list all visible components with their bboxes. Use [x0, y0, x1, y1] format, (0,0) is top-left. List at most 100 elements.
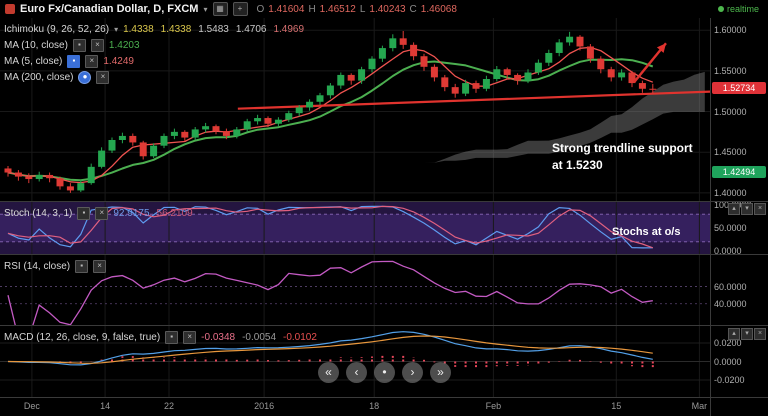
price-tick-label: 0.0000 — [714, 356, 742, 367]
settings-icon[interactable]: ▪ — [67, 54, 81, 68]
time-axis[interactable]: Dec 14 22 2016 18 Feb 15 Mar — [0, 398, 710, 416]
close-icon[interactable]: × — [93, 259, 107, 273]
close-icon[interactable]: × — [183, 330, 197, 344]
step-backward-button[interactable]: ‹ — [346, 362, 367, 383]
visibility-icon[interactable]: ● — [78, 70, 92, 84]
panel-close-button[interactable]: × — [754, 328, 766, 340]
stoch-chart-canvas[interactable] — [0, 202, 710, 254]
price-tick-label: 1.60000 — [714, 25, 747, 36]
ma5-value: 1.4249 — [103, 55, 134, 67]
legend-macd[interactable]: MACD (12, 26, close, 9, false, true) ▪ ×… — [4, 329, 324, 345]
panel-divider[interactable] — [0, 254, 768, 255]
macd-chart-canvas[interactable] — [0, 326, 710, 397]
ichimoku-value: 1.4338 — [123, 23, 154, 35]
time-tick-label: Feb — [485, 401, 502, 411]
panel-divider[interactable] — [0, 201, 768, 202]
ma10-value: 1.4203 — [108, 39, 140, 51]
ichimoku-value: 1.4338 — [160, 23, 192, 35]
time-tick-label: Dec — [23, 401, 40, 411]
stoch-label: Stoch (14, 3, 1) — [4, 207, 73, 219]
close-icon[interactable]: × — [85, 54, 99, 68]
panel-close-button[interactable]: × — [754, 203, 766, 215]
fast-forward-button[interactable]: » — [430, 362, 451, 383]
time-tick-label: 18 — [369, 401, 380, 411]
settings-icon[interactable]: ▪ — [72, 38, 86, 52]
stoch-value: 92.9175 — [113, 207, 150, 219]
annotation-line2: at 1.5230 — [552, 157, 603, 172]
stoch-value: 56.2109 — [156, 207, 193, 219]
trendline-annotation: Strong trendline support at 1.5230 — [552, 140, 693, 174]
main-legend: Ichimoku (9, 26, 52, 26) ▾ 1.4338 1.4338 1… — [4, 21, 311, 85]
close-icon[interactable]: × — [95, 206, 109, 220]
panel-move-down-button[interactable]: ▾ — [741, 203, 753, 215]
price-axis[interactable]: ▴ ▾ × ▴ ▾ × 1.60000 1.55000 1.50000 1.45000… — [710, 0, 768, 416]
legend-stoch[interactable]: Stoch (14, 3, 1) ▪ × 92.9175 56.2109 — [4, 205, 200, 221]
rsi-legend: RSI (14, close) ▪ × — [4, 258, 107, 274]
high-label: H — [308, 3, 316, 15]
price-tick-label: 1.45000 — [714, 147, 747, 158]
stoch-legend: Stoch (14, 3, 1) ▪ × 92.9175 56.2109 — [4, 205, 200, 221]
ichimoku-value: 1.4706 — [235, 23, 267, 35]
ma5-label: MA (5, close) — [4, 55, 63, 67]
ichimoku-value: 1.4969 — [273, 23, 305, 35]
price-tick-label: -0.0200 — [714, 375, 745, 386]
rsi-label: RSI (14, close) — [4, 260, 71, 272]
rsi-chart-canvas[interactable] — [0, 255, 710, 325]
ichimoku-label: Ichimoku (9, 26, 52, 26) — [4, 23, 110, 35]
main-chart-panel: Ichimoku (9, 26, 52, 26) ▾ 1.4338 1.4338 1… — [0, 18, 710, 201]
settings-icon[interactable]: ▪ — [77, 206, 91, 220]
legend-rsi[interactable]: RSI (14, close) ▪ × — [4, 258, 107, 274]
topbar: Euro Fx/Canadian Dollar, D, FXCM ▾ ▦ + O… — [0, 0, 768, 18]
price-tick-label: 0.0200 — [714, 337, 742, 348]
stoch-panel: Stoch (14, 3, 1) ▪ × 92.9175 56.2109 Stoc… — [0, 202, 710, 254]
ma200-label: MA (200, close) — [4, 71, 74, 83]
fast-backward-button[interactable]: « — [318, 362, 339, 383]
main-chart-canvas[interactable] — [0, 18, 710, 201]
reset-view-button[interactable]: • — [374, 362, 395, 383]
macd-label: MACD (12, 26, close, 9, false, true) — [4, 331, 161, 343]
legend-ma200[interactable]: MA (200, close) ● × — [4, 69, 311, 85]
open-label: O — [256, 3, 265, 15]
ohlc-readout: O 1.41604 H 1.46512 L 1.40243 C 1.46068 — [257, 4, 457, 15]
close-icon[interactable]: × — [96, 70, 110, 84]
chevron-down-icon[interactable]: ▾ — [114, 24, 119, 34]
macd-legend: MACD (12, 26, close, 9, false, true) ▪ ×… — [4, 329, 324, 345]
stoch-values: 92.9175 56.2109 — [113, 208, 199, 219]
legend-ma10[interactable]: MA (10, close) ▪ × 1.4203 — [4, 37, 311, 53]
macd-panel-controls: ▴ ▾ × — [728, 328, 766, 340]
last-price-badge: 1.52734 — [712, 82, 766, 95]
time-tick-label: Mar — [691, 401, 708, 411]
close-value: 1.46068 — [420, 3, 457, 15]
add-indicator-icon[interactable]: + — [232, 2, 248, 16]
ichimoku-values: 1.4338 1.4338 1.5483 1.4706 1.4969 — [123, 24, 311, 35]
price-tick-label: 60.0000 — [714, 281, 747, 292]
platform-logo-icon[interactable] — [5, 4, 15, 14]
panel-move-up-button[interactable]: ▴ — [728, 328, 740, 340]
symbol-title[interactable]: Euro Fx/Canadian Dollar, D, FXCM — [20, 3, 199, 15]
legend-ichimoku[interactable]: Ichimoku (9, 26, 52, 26) ▾ 1.4338 1.4338 1… — [4, 21, 311, 37]
close-icon[interactable]: × — [90, 38, 104, 52]
ma10-label: MA (10, close) — [4, 39, 68, 51]
annotation-line1: Strong trendline support — [552, 141, 693, 155]
panel-move-down-button[interactable]: ▾ — [741, 328, 753, 340]
realtime-label: realtime — [726, 4, 759, 14]
chart-style-icon[interactable]: ▦ — [212, 2, 228, 16]
price-tick-label: 50.0000 — [714, 223, 747, 233]
price-tick-label: 1.40000 — [714, 187, 747, 198]
realtime-status: realtime — [717, 4, 763, 14]
low-label: L — [359, 3, 366, 15]
stoch-panel-controls: ▴ ▾ × — [728, 203, 766, 215]
rsi-panel: RSI (14, close) ▪ × — [0, 255, 710, 325]
step-forward-button[interactable]: › — [402, 362, 423, 383]
macd-panel: MACD (12, 26, close, 9, false, true) ▪ ×… — [0, 326, 710, 397]
open-value: 1.41604 — [268, 3, 305, 15]
legend-ma5[interactable]: MA (5, close) ▪ × 1.4249 — [4, 53, 311, 69]
settings-icon[interactable]: ▪ — [165, 330, 179, 344]
macd-value: -0.0348 — [201, 331, 236, 343]
realtime-dot-icon — [717, 6, 724, 12]
panel-move-up-button[interactable]: ▴ — [728, 203, 740, 215]
settings-icon[interactable]: ▪ — [75, 259, 89, 273]
chevron-down-icon[interactable]: ▾ — [203, 4, 208, 14]
panel-divider[interactable] — [0, 325, 768, 326]
